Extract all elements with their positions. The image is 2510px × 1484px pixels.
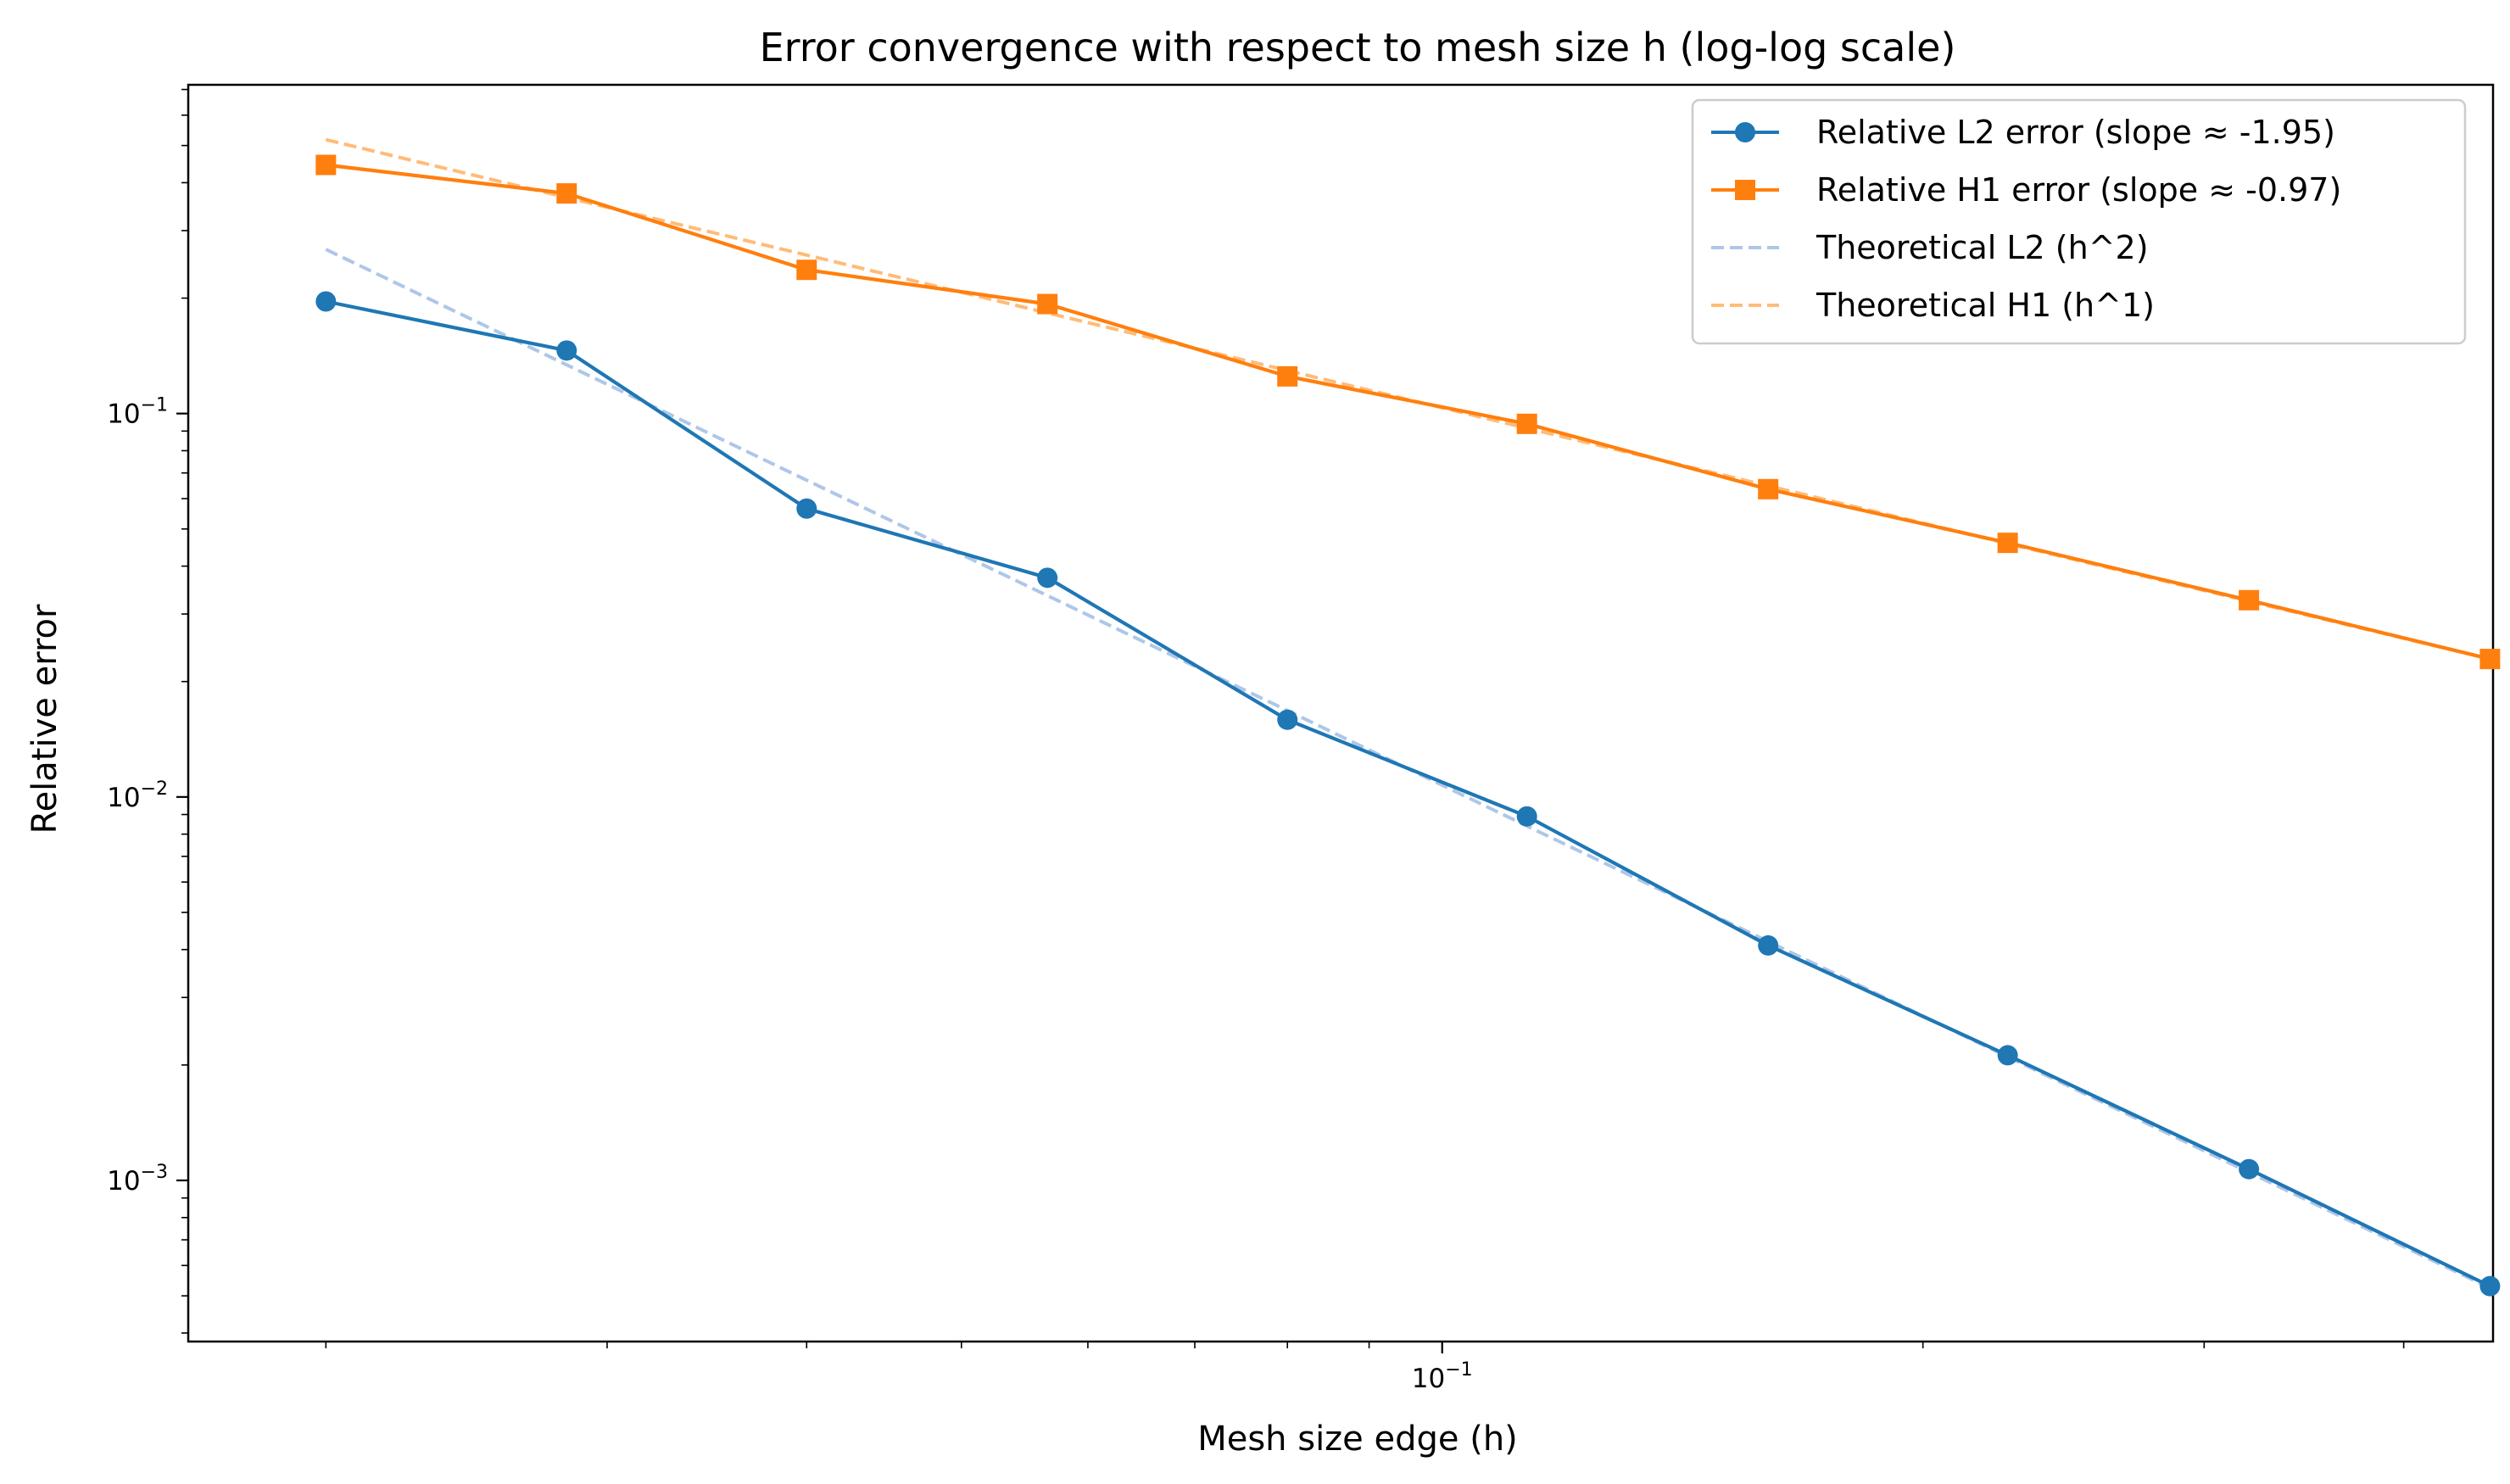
data-point <box>2479 1275 2501 1297</box>
y-tick-label: 10−3 <box>107 1162 168 1197</box>
data-point <box>796 259 817 281</box>
data-point <box>556 183 577 204</box>
legend-box <box>1691 98 2467 345</box>
x-tick-label: 10−1 <box>1412 1359 1473 1394</box>
x-axis-label: Mesh size edge (h) <box>1197 1420 1518 1459</box>
data-point <box>1997 533 2018 554</box>
data-point <box>315 291 337 312</box>
data-point <box>1277 709 1298 730</box>
data-point <box>556 340 577 361</box>
series-0 <box>315 291 2501 1297</box>
legend-marker <box>1735 122 1755 142</box>
chart-title: Error convergence with respect to mesh s… <box>760 25 1956 70</box>
legend: Relative L2 error (slope ≈ -1.95) Relativ… <box>1691 98 2467 345</box>
series-line <box>325 299 2491 1288</box>
data-point <box>1516 413 1537 434</box>
data-point <box>1037 293 1058 315</box>
data-point <box>1997 1045 2018 1066</box>
data-point <box>1516 806 1537 827</box>
series-line <box>326 163 2490 661</box>
data-point <box>796 498 817 519</box>
legend-label: Relative H1 error (slope ≈ -0.97) <box>1816 171 2341 209</box>
y-axis-label: Relative error <box>25 604 64 834</box>
data-point <box>315 154 337 176</box>
axis-ticks: 10−1 10−3 10−2 10−1 <box>107 88 2405 1394</box>
series-layer <box>315 137 2501 1297</box>
data-point <box>2479 649 2501 670</box>
data-point <box>1277 365 1298 387</box>
legend-marker <box>1735 180 1755 200</box>
series-1 <box>315 154 2501 670</box>
data-point <box>1037 567 1058 589</box>
data-point <box>2239 1158 2260 1180</box>
y-tick-label: 10−1 <box>107 395 168 430</box>
y-tick-label: 10−2 <box>107 778 168 813</box>
legend-label: Relative L2 error (slope ≈ -1.95) <box>1816 114 2335 151</box>
data-point <box>1758 934 1779 956</box>
legend-label: Theoretical H1 (h^1) <box>1816 287 2155 324</box>
data-point <box>2239 589 2260 611</box>
data-point <box>1758 478 1779 499</box>
legend-label: Theoretical L2 (h^2) <box>1816 229 2149 266</box>
